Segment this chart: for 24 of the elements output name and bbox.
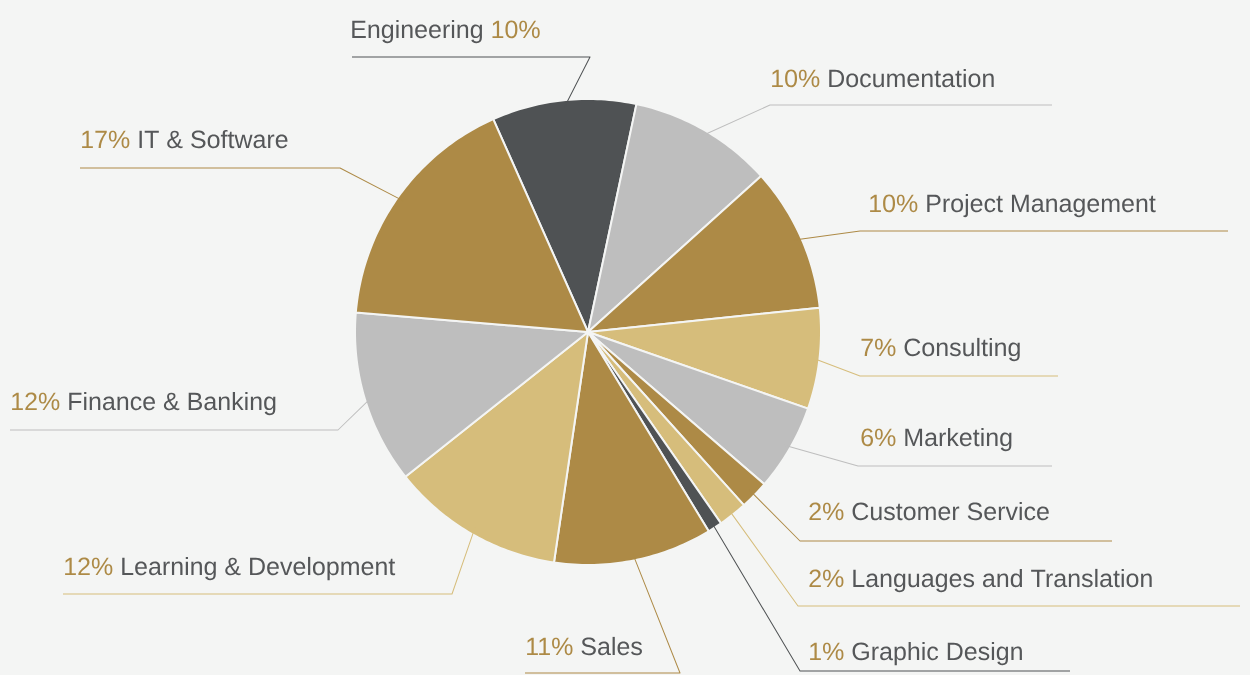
data-label: 10% — [492, 20, 540, 39]
slice-label: Languages and Translation — [853, 568, 1152, 593]
data-label: 10% — [870, 194, 918, 213]
slice-label: Learning & Development — [122, 556, 396, 581]
data-label: 17% — [82, 130, 130, 149]
data-label: 12% — [65, 557, 113, 576]
slice-label: Engineering — [352, 19, 482, 44]
slice-label: Project Management — [927, 193, 1156, 218]
slice-label: Sales — [581, 636, 642, 656]
slice-label: Documentation — [829, 68, 994, 88]
data-label: 7% — [861, 338, 896, 357]
slice-label: Consulting — [904, 337, 1020, 362]
slice-label: IT & Software — [139, 129, 288, 149]
data-label: 12% — [12, 392, 60, 411]
slice-label: Customer Service — [852, 501, 1049, 521]
data-label: 2% — [809, 569, 844, 588]
data-label: 10% — [772, 69, 820, 88]
data-label: 1% — [810, 642, 844, 661]
slice-label: Finance & Banking — [69, 391, 276, 416]
slice-label: Graphic Design — [852, 641, 1022, 666]
data-label: 2% — [809, 502, 844, 521]
data-label: 11% — [527, 637, 573, 656]
slice-label: Marketing — [905, 427, 1012, 452]
data-label: 6% — [861, 428, 896, 447]
